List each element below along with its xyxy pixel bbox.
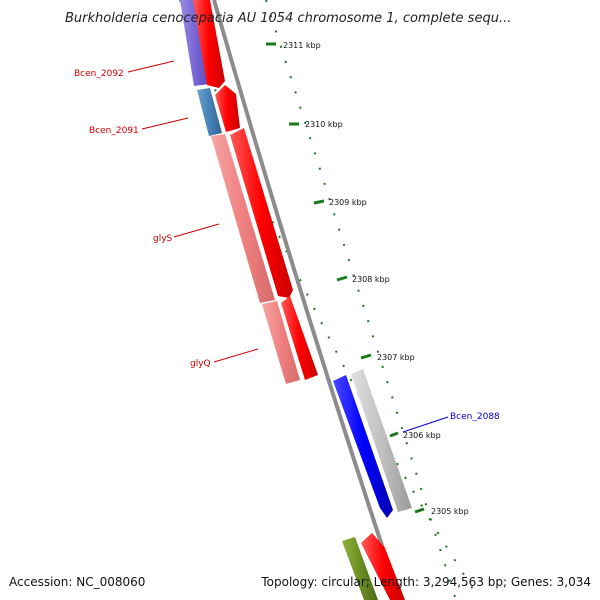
cog-feature-bcen-2088[interactable] xyxy=(351,369,412,512)
cds-feature-glys[interactable] xyxy=(230,128,293,298)
cog-feature-glys[interactable] xyxy=(211,134,275,303)
tick-mark xyxy=(336,275,348,282)
gene-label-bcen-2088[interactable]: Bcen_2088 xyxy=(450,412,500,422)
tick-label: 2311 kbp xyxy=(283,41,321,50)
cog-feature-glyq[interactable] xyxy=(262,301,300,384)
genome-summary-text: Topology: circular; Length: 3,294,563 bp… xyxy=(260,575,591,589)
gene-label-glys[interactable]: glyS xyxy=(153,234,173,244)
cog-feature-next-gene[interactable] xyxy=(342,537,378,600)
gene-label-bcen-2092[interactable]: Bcen_2092 xyxy=(74,69,124,79)
scale-ring xyxy=(179,0,481,600)
cds-feature-bcen-2092[interactable] xyxy=(193,0,225,88)
tick-label: 2307 kbp xyxy=(377,353,415,362)
cds-feature-bcen-2091[interactable] xyxy=(215,85,240,132)
map-title: Burkholderia cenocepacia AU 1054 chromos… xyxy=(65,11,511,26)
tick-mark xyxy=(389,431,399,438)
tick-mark xyxy=(313,199,325,205)
gene-label-leader xyxy=(402,416,449,433)
gene-label-leader xyxy=(173,223,220,238)
gene-label-glyq[interactable]: glyQ xyxy=(190,359,211,369)
tick-label: 2305 kbp xyxy=(431,507,469,516)
tick-label: 2308 kbp xyxy=(352,275,390,284)
gene-label-bcen-2091[interactable]: Bcen_2091 xyxy=(89,126,139,136)
cds-feature-next-gene[interactable] xyxy=(361,533,405,600)
tick-label: 2310 kbp xyxy=(305,120,343,129)
tick-mark xyxy=(360,353,372,360)
backbone-ring xyxy=(212,0,402,600)
gene-label-leader xyxy=(127,60,175,73)
tick-mark xyxy=(414,507,425,514)
cog-feature-bcen-2091[interactable] xyxy=(197,88,222,136)
scale-ring-outer xyxy=(265,0,457,600)
gene-label-leader xyxy=(213,348,259,363)
cog-feature-bcen-2092[interactable] xyxy=(180,0,209,86)
cds-feature-glyq[interactable] xyxy=(281,296,318,380)
tick-label: 2306 kbp xyxy=(403,431,441,440)
tick-label: 2309 kbp xyxy=(329,198,367,207)
cds-feature-bcen-2088[interactable] xyxy=(333,375,393,518)
gene-label-leader xyxy=(141,117,189,130)
accession-text: Accession: NC_008060 xyxy=(9,575,145,589)
